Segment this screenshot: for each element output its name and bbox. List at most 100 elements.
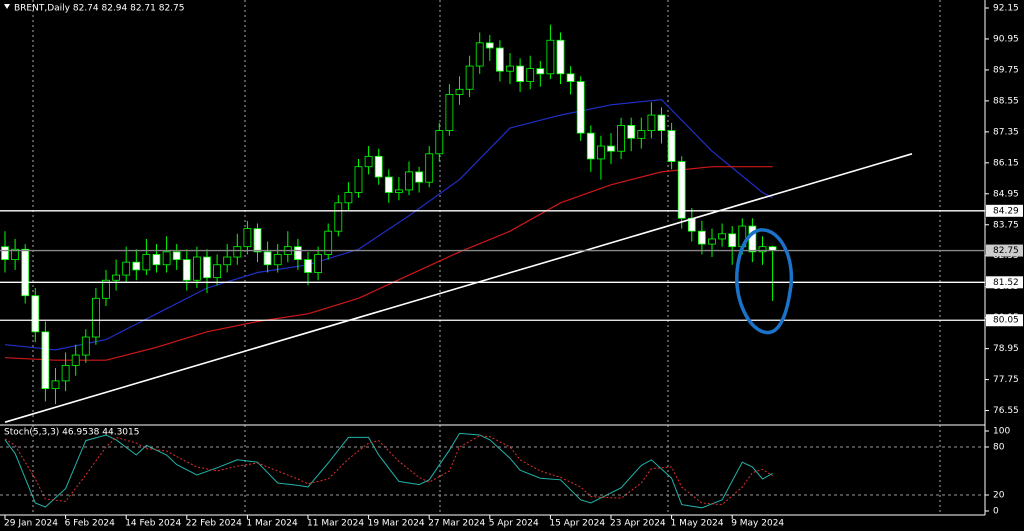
stoch-header: Stoch(5,3,3) 46.9538 44.3015	[4, 428, 139, 438]
candle-body	[223, 256, 232, 266]
y-tick-label: 83.75	[993, 220, 1019, 230]
candle-body	[556, 39, 565, 75]
candle-body	[627, 125, 636, 139]
y-tick-label: 80	[993, 443, 1005, 453]
level-label: 82.75	[993, 246, 1019, 256]
candle-body	[203, 256, 211, 279]
candle-body	[81, 336, 90, 356]
y-tick-label: 84.95	[993, 189, 1019, 199]
candle-body	[354, 166, 363, 193]
moving-average	[4, 98, 773, 351]
menu-arrow	[4, 4, 10, 9]
candle-body	[425, 153, 434, 183]
y-tick-label: 76.55	[993, 406, 1019, 416]
candle-body	[162, 251, 171, 266]
candle-body	[516, 65, 524, 82]
candle-body	[192, 256, 201, 281]
x-tick-label: 19 Mar 2024	[368, 519, 425, 529]
plot: 92.15 90.95 89.75 88.55 87.35 86.15 84.95 83.75…	[0, 3, 1023, 529]
y-tick-label: 89.75	[993, 65, 1019, 75]
candle-body	[405, 171, 413, 191]
level-label: 84.29	[993, 206, 1019, 216]
candle-body	[586, 132, 595, 160]
x-tick-label: 23 Apr 2024	[610, 519, 666, 529]
y-tick-label: 20	[993, 491, 1005, 501]
candle-body	[61, 364, 70, 382]
candle-body	[243, 228, 252, 248]
y-tick-label: 88.55	[993, 96, 1019, 106]
candle-body	[132, 261, 141, 271]
candle-body	[324, 230, 333, 255]
x-tick-label: 1 May 2024	[671, 519, 724, 529]
annotation-circle	[735, 228, 794, 335]
candle-body	[112, 274, 120, 281]
candle-body	[182, 259, 191, 281]
candle-body	[364, 155, 373, 168]
candle-body	[637, 130, 646, 139]
candle-body	[71, 354, 80, 366]
level-label-box	[986, 204, 1023, 217]
candle-body	[172, 251, 181, 260]
candle-body	[728, 233, 737, 248]
x-tick-label: 1 Mar 2024	[246, 519, 298, 529]
candle-body	[667, 130, 676, 162]
candle-body	[698, 230, 706, 245]
x-tick-label: 14 Feb 2024	[125, 519, 181, 529]
x-tick-label: 5 Apr 2024	[489, 519, 539, 529]
x-tick-label: 9 May 2024	[731, 519, 784, 529]
candle-body	[566, 73, 575, 82]
candle-body	[1, 246, 9, 260]
candle-body	[152, 254, 161, 266]
candle-body	[607, 145, 615, 152]
x-tick-label: 15 Apr 2024	[549, 519, 605, 529]
candle-body	[708, 238, 716, 245]
candle-body	[41, 331, 50, 390]
trendline	[4, 153, 913, 423]
candle-body	[11, 248, 20, 260]
y-tick-label: 87.35	[993, 127, 1019, 137]
x-tick-label: 11 Mar 2024	[307, 519, 364, 529]
candle-body	[445, 94, 454, 131]
y-tick-label: 77.75	[993, 375, 1019, 385]
candle-body	[273, 254, 282, 266]
candle-body	[233, 246, 242, 258]
candle-body	[314, 254, 323, 273]
candle-body	[677, 161, 686, 219]
candle-body	[102, 279, 110, 299]
candle-body	[475, 42, 484, 67]
chart-header: BRENT,Daily 82.74 82.94 82.71 82.75	[14, 4, 184, 14]
level-label-box	[986, 314, 1023, 327]
y-tick-label: 0	[993, 507, 999, 517]
candle-body	[122, 261, 131, 276]
x-tick-label: 27 Mar 2024	[428, 519, 485, 529]
y-tick-label: 86.15	[993, 158, 1019, 168]
candle-body	[384, 176, 393, 193]
candle-body	[495, 47, 504, 72]
candle-body	[51, 380, 60, 390]
candle-body	[142, 254, 151, 271]
candle-body	[374, 155, 383, 178]
candle-body	[718, 233, 726, 240]
candle-body	[465, 65, 474, 90]
candle-body	[485, 42, 494, 49]
candle-body	[647, 114, 656, 131]
candle-body	[536, 68, 545, 75]
candle-body	[506, 65, 514, 72]
y-tick-label: 100	[993, 427, 1010, 437]
candle-body	[657, 114, 666, 131]
candle-body	[435, 130, 444, 155]
level-label-box	[986, 244, 1023, 257]
candle-body	[92, 297, 100, 338]
candle-body	[21, 248, 30, 297]
stoch-line	[4, 432, 773, 509]
level-label: 81.52	[993, 278, 1019, 288]
period-separators	[32, 0, 941, 515]
level-label-box	[986, 276, 1023, 289]
candle-body	[617, 125, 625, 152]
candle-body	[415, 171, 424, 183]
candle-body	[293, 246, 302, 260]
x-tick-label: 29 Jan 2024	[4, 519, 58, 529]
candle-body	[758, 246, 767, 253]
candle-body	[334, 202, 343, 232]
